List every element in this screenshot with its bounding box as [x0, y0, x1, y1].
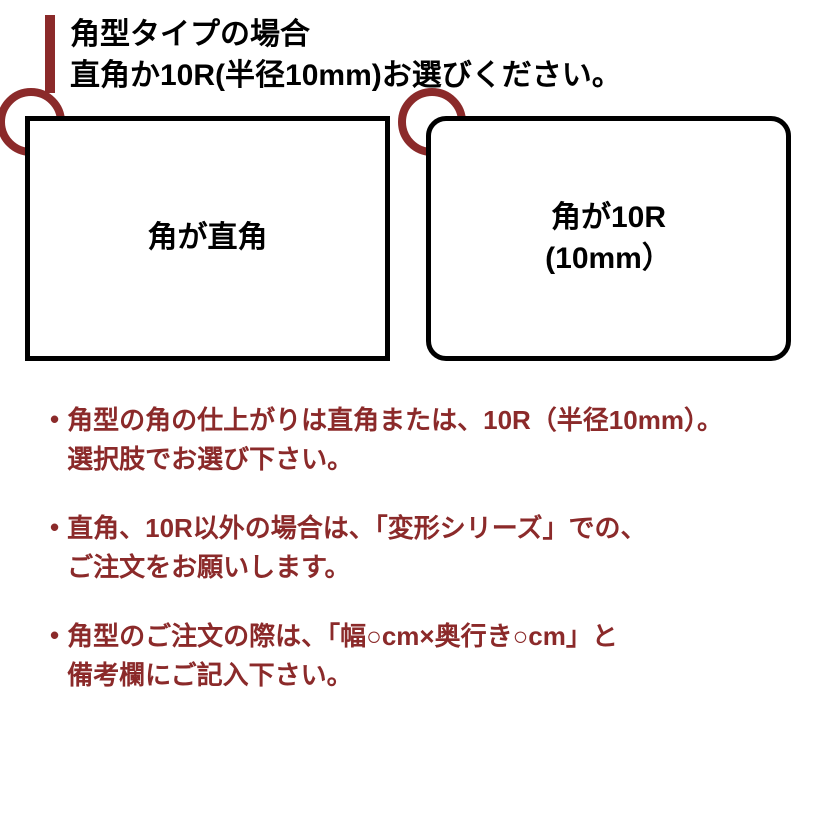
- bullet-text-1: 角型の角の仕上がりは直角または、10R（半径10mm）。 選択肢でお選び下さい。: [67, 401, 723, 479]
- bullet1-line1: 角型の角の仕上がりは直角または、10R（半径10mm）。: [67, 405, 723, 435]
- bullet3-line1: 角型のご注文の際は、「幅○cm×奥行き○cm」と: [67, 621, 618, 651]
- header-line1: 角型タイプの場合: [70, 18, 310, 51]
- rounded-corner-box: 角が10R (10mm）: [426, 116, 791, 361]
- rounded-label-line1: 角が10R: [551, 201, 666, 234]
- rounded-label-line2: (10mm）: [545, 242, 672, 275]
- sharp-corner-box: 角が直角: [25, 116, 390, 361]
- bullet-dot-icon: •: [50, 509, 59, 545]
- sharp-corner-label: 角が直角: [148, 218, 268, 259]
- bullet-list: • 角型の角の仕上がりは直角または、10R（半径10mm）。 選択肢でお選び下さ…: [0, 361, 840, 695]
- header-accent-bar: [45, 15, 55, 93]
- bullet-dot-icon: •: [50, 401, 59, 437]
- bullet2-line1: 直角、10R以外の場合は、「変形シリーズ」での、: [67, 513, 646, 543]
- bullet-text-3: 角型のご注文の際は、「幅○cm×奥行き○cm」と 備考欄にご記入下さい。: [67, 617, 618, 695]
- diagram-right-wrapper: 角が10R (10mm）: [426, 116, 791, 361]
- bullet-item-2: • 直角、10R以外の場合は、「変形シリーズ」での、 ご注文をお願いします。: [50, 509, 790, 587]
- header-title: 角型タイプの場合 直角か10R(半径10mm)お選びください。: [70, 15, 622, 96]
- bullet-item-3: • 角型のご注文の際は、「幅○cm×奥行き○cm」と 備考欄にご記入下さい。: [50, 617, 790, 695]
- diagram-row: 角が直角 角が10R (10mm）: [0, 96, 840, 361]
- header-section: 角型タイプの場合 直角か10R(半径10mm)お選びください。: [0, 0, 840, 96]
- header-line2: 直角か10R(半径10mm)お選びください。: [70, 59, 622, 92]
- bullet2-line2: ご注文をお願いします。: [67, 552, 350, 582]
- bullet1-line2: 選択肢でお選び下さい。: [67, 444, 353, 474]
- rounded-corner-label: 角が10R (10mm）: [545, 198, 672, 279]
- diagram-left-wrapper: 角が直角: [25, 116, 390, 361]
- bullet-text-2: 直角、10R以外の場合は、「変形シリーズ」での、 ご注文をお願いします。: [67, 509, 646, 587]
- bullet-item-1: • 角型の角の仕上がりは直角または、10R（半径10mm）。 選択肢でお選び下さ…: [50, 401, 790, 479]
- bullet3-line2: 備考欄にご記入下さい。: [67, 660, 352, 690]
- bullet-dot-icon: •: [50, 617, 59, 653]
